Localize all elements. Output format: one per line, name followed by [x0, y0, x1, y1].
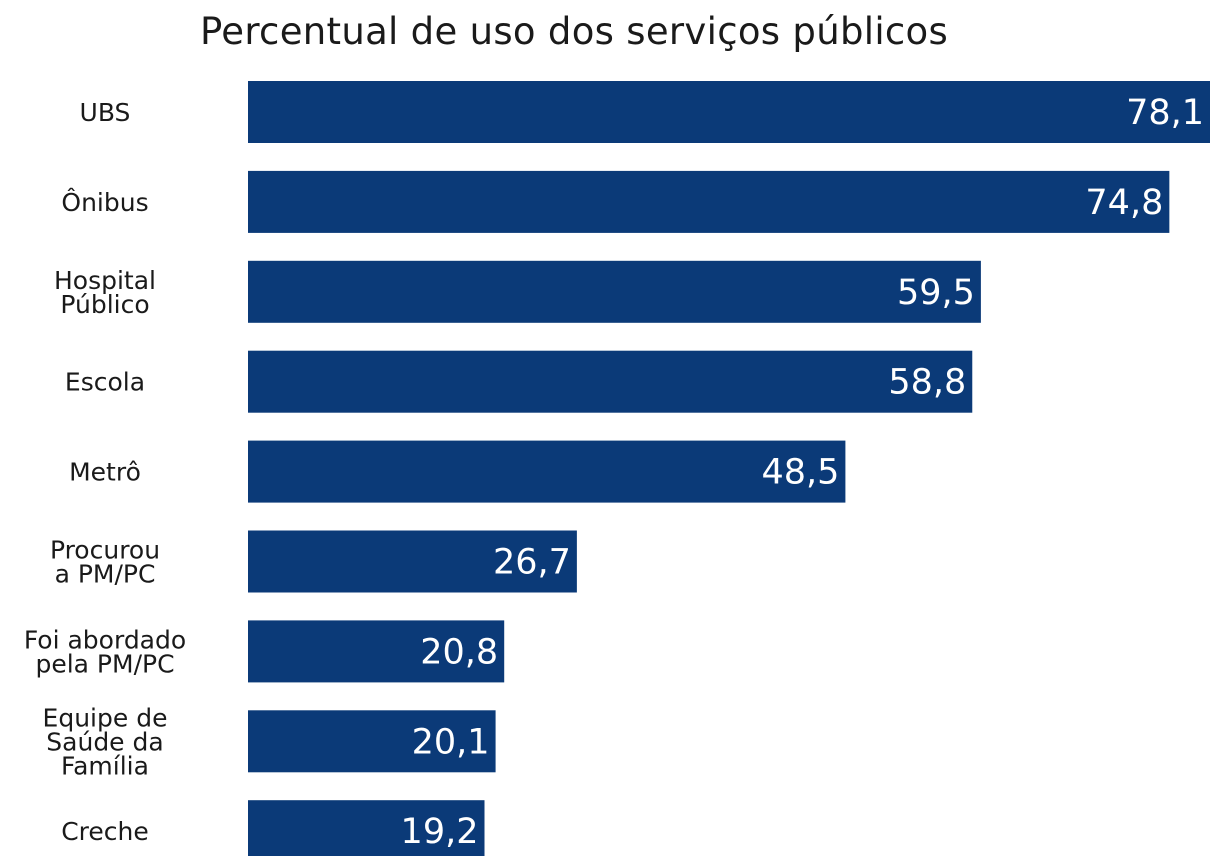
bar	[248, 620, 505, 683]
category-label: UBS	[80, 98, 131, 127]
bar-value-label: 48,5	[761, 453, 839, 493]
bar-value-label: 58,8	[888, 363, 966, 403]
bar-value-label: 19,2	[401, 812, 479, 852]
category-label: Foi abordado pela PM/PC	[24, 625, 186, 678]
bar-value-label: 20,8	[420, 632, 498, 672]
category-label-line: Creche	[61, 817, 149, 846]
category-label-line: Procurou	[50, 536, 160, 565]
category-label: Procurou a PM/PC	[50, 536, 160, 589]
bar	[248, 710, 496, 773]
bar	[248, 170, 1170, 233]
category-label: Ônibus	[61, 187, 148, 217]
category-label-line: Saúde da	[46, 727, 163, 756]
category-label-line: UBS	[80, 98, 131, 127]
category-label-line: Foi abordado	[24, 625, 186, 654]
bar-value-label: 78,1	[1126, 93, 1204, 133]
category-label-line: Equipe de	[43, 703, 168, 732]
category-label-line: Metrô	[69, 458, 141, 487]
category-label-line: pela PM/PC	[35, 649, 174, 678]
bar	[248, 260, 981, 323]
category-label-line: Família	[61, 751, 149, 780]
bar	[248, 440, 846, 503]
bar	[248, 81, 1210, 143]
category-label-line: Hospital	[54, 266, 156, 295]
category-label-line: Público	[60, 290, 149, 319]
category-label: Equipe de Saúde da Família	[43, 703, 168, 780]
bar	[248, 530, 577, 593]
category-label-line: Escola	[65, 368, 145, 397]
category-label-line: Ônibus	[61, 187, 148, 217]
bar	[248, 350, 973, 413]
bar-value-label: 20,1	[412, 722, 490, 762]
category-label: Creche	[61, 817, 149, 846]
category-label: Escola	[65, 368, 145, 397]
category-label: Metrô	[69, 458, 141, 487]
bar-value-label: 59,5	[897, 273, 975, 313]
category-label-line: a PM/PC	[55, 560, 156, 589]
bar	[248, 800, 485, 856]
bar-value-label: 26,7	[493, 543, 571, 583]
category-label: Hospital Público	[54, 266, 156, 319]
chart-title: Percentual de uso dos serviços públicos	[200, 10, 949, 53]
bar-value-label: 74,8	[1085, 183, 1163, 223]
